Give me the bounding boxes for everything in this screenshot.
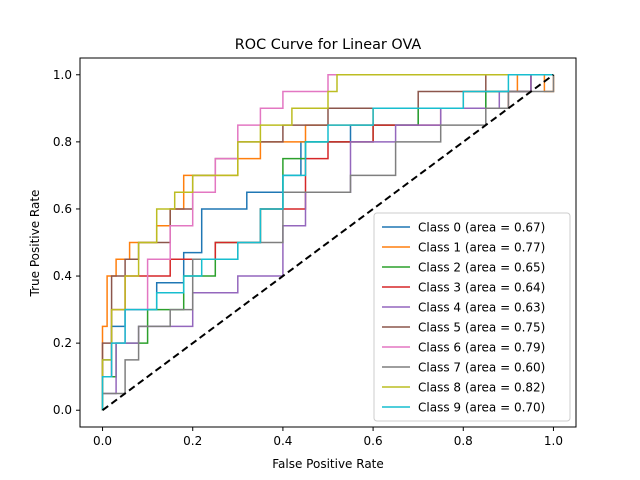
axis-ticks: 0.0 0.2 0.4 0.6 0.8 1.0 0.0 0.2 0.4 0.6 0.8 1.0 [53, 68, 563, 448]
y-tick-label: 0.6 [53, 202, 72, 216]
x-tick-label: 0.2 [183, 434, 202, 448]
x-tick-label: 0.0 [93, 434, 112, 448]
x-tick-label: 1.0 [544, 434, 563, 448]
y-tick-label: 0.2 [53, 336, 72, 350]
y-tick-label: 1.0 [53, 68, 72, 82]
x-tick-label: 0.8 [454, 434, 473, 448]
legend-label-class-9: Class 9 (area = 0.70) [418, 401, 545, 415]
y-tick-label: 0.8 [53, 135, 72, 149]
plot-area [79, 57, 577, 428]
legend-label-class-2: Class 2 (area = 0.65) [418, 261, 545, 275]
legend-label-class-6: Class 6 (area = 0.79) [418, 341, 545, 355]
legend-label-class-1: Class 1 (area = 0.77) [418, 241, 545, 255]
y-tick-label: 0.0 [53, 403, 72, 417]
legend-label-class-8: Class 8 (area = 0.82) [418, 381, 545, 395]
y-tick-label: 0.4 [53, 269, 72, 283]
chance-diagonal-line [101, 73, 555, 412]
x-tick-label: 0.4 [273, 434, 292, 448]
legend-label-class-7: Class 7 (area = 0.60) [418, 361, 545, 375]
legend-label-class-3: Class 3 (area = 0.64) [418, 281, 545, 295]
legend-label-class-0: Class 0 (area = 0.67) [418, 221, 545, 235]
legend-label-class-5: Class 5 (area = 0.75) [418, 321, 545, 335]
chart-title: ROC Curve for Linear OVA [235, 37, 422, 53]
x-axis-label: False Positive Rate [272, 457, 384, 471]
x-tick-label: 0.6 [364, 434, 383, 448]
axes-frame [79, 57, 577, 428]
y-axis-label: True Positive Rate [28, 190, 42, 298]
series-line-class-7 [101, 74, 555, 411]
legend-box [373, 212, 571, 422]
legend: Class 0 (area = 0.67) Class 1 (area = 0.7… [373, 212, 571, 422]
legend-label-class-4: Class 4 (area = 0.63) [418, 301, 545, 315]
series-line-class-9 [101, 74, 554, 411]
